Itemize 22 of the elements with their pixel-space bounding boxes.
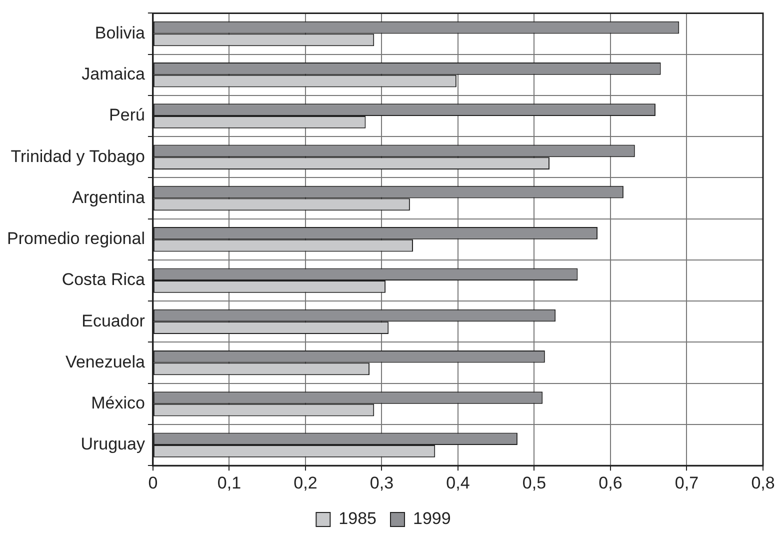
y-tick-label: Perú (109, 106, 145, 125)
x-tick-label: 0,7 (674, 473, 699, 492)
legend-label: 1999 (413, 509, 451, 528)
legend-label: 1985 (338, 509, 377, 528)
y-tick-label: Promedio regional (7, 229, 145, 248)
y-tick-label: Venezuela (66, 352, 146, 372)
y-tick-label: Uruguay (80, 434, 146, 454)
x-tick-label: 0,4 (446, 473, 470, 492)
x-tick-label: 0,6 (598, 473, 622, 492)
x-tick-label: 0,1 (217, 473, 242, 492)
x-tick-label: 0,8 (751, 473, 775, 492)
y-tick-label: Bolivia (94, 23, 146, 42)
x-tick-label: 0,5 (522, 473, 546, 492)
x-tick-label: 0 (148, 473, 158, 492)
y-tick-label: Ecuador (82, 311, 146, 330)
y-tick-label: Trinidad y Tobago (10, 146, 145, 166)
x-tick-label: 0,2 (294, 473, 318, 492)
x-tick-label: 0,3 (370, 473, 394, 492)
y-tick-label: Costa Rica (62, 270, 146, 290)
y-tick-label: Jamaica (82, 64, 146, 84)
y-tick-label: México (91, 394, 145, 413)
y-tick-label: Argentina (72, 188, 146, 207)
